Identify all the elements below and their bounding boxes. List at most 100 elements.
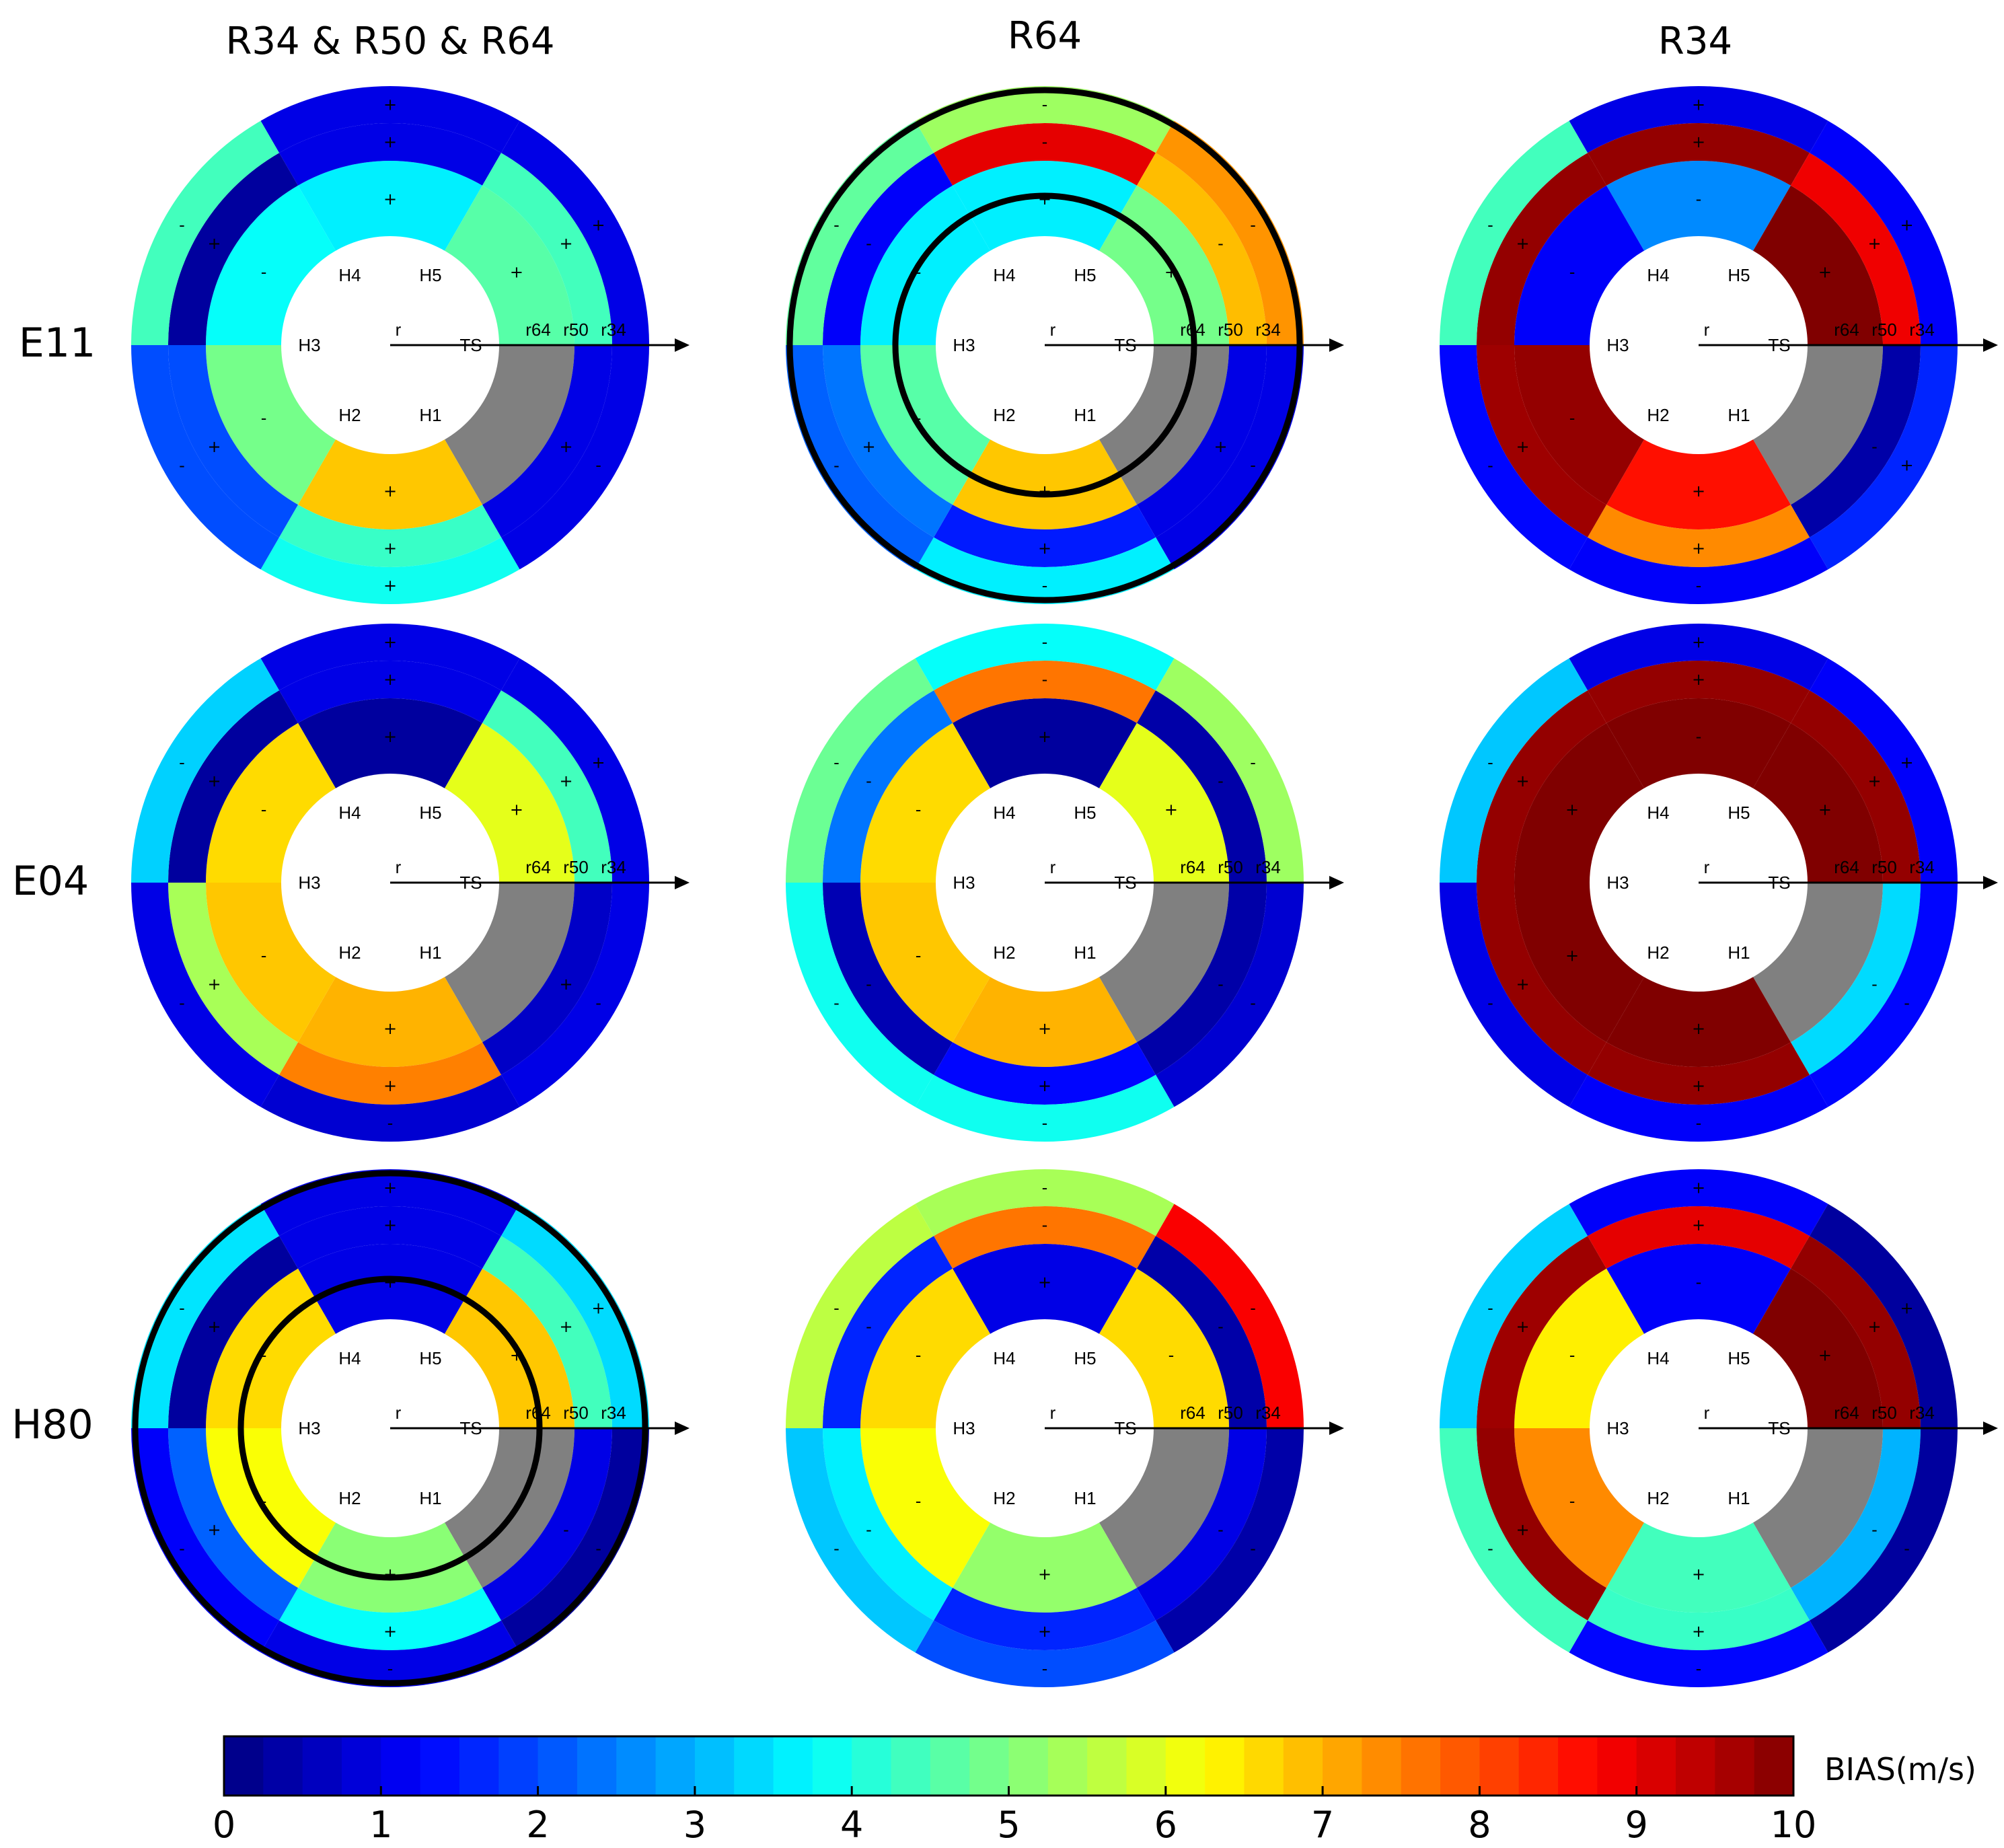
sector-label-H5: H5 <box>419 803 441 823</box>
segment-r50-H3 <box>823 1236 953 1428</box>
colorbar-block <box>302 1736 342 1796</box>
sign-r34-H2: - <box>833 994 840 1012</box>
sign-r50-TS: + <box>559 437 572 456</box>
colorbar-label: BIAS(m/s) <box>1824 1751 1976 1787</box>
sign-r34-TS: + <box>1900 456 1914 475</box>
sign-r34-H1: - <box>1696 577 1702 595</box>
sign-r34-H3: - <box>179 215 185 234</box>
colorbar-block <box>1558 1736 1598 1796</box>
segment-r64-TS <box>1752 883 1883 1043</box>
segment-r50-H2 <box>823 345 953 538</box>
sector-label-H2: H2 <box>338 405 361 425</box>
ring-label-r: r <box>396 1403 402 1423</box>
segment-r50-H5 <box>1137 153 1267 345</box>
segment-r64-H3 <box>860 1268 991 1428</box>
colorbar-block <box>1323 1736 1363 1796</box>
segment-r34-H3 <box>1440 1204 1588 1428</box>
colorbar-block <box>1165 1736 1205 1796</box>
segment-r34-TS <box>1810 883 1958 1107</box>
sign-r50-TS: - <box>1871 1520 1878 1539</box>
segment-r64-H5 <box>1752 185 1883 345</box>
segment-r34-H3 <box>786 1204 934 1428</box>
sign-r50-H5: + <box>559 1317 572 1336</box>
sign-r64-H4: + <box>383 1273 397 1292</box>
segment-r50-H2 <box>168 1428 298 1621</box>
sign-r64-H5: + <box>510 801 523 819</box>
segment-r34-H1 <box>1569 537 1828 605</box>
sign-r64-H4: - <box>1696 190 1702 209</box>
sign-r34-H5: + <box>1900 215 1914 234</box>
segment-r34-H3 <box>1440 120 1588 345</box>
segment-r64-H1 <box>1606 438 1791 529</box>
ring-label-r64: r64 <box>1834 320 1859 340</box>
sign-r50-H2: + <box>862 437 875 456</box>
sector-label-H5: H5 <box>419 1348 441 1368</box>
colorbar-tick-label: 10 <box>1771 1804 1817 1846</box>
sign-r34-H3: - <box>833 1298 840 1317</box>
segment-r64-H4 <box>1606 161 1791 252</box>
segment-r50-H4 <box>934 1206 1156 1269</box>
segment-r64-H2 <box>860 1428 991 1588</box>
segment-r50-H1 <box>934 505 1156 568</box>
sector-label-H3: H3 <box>953 335 975 355</box>
segment-r34-TS <box>1156 1428 1304 1653</box>
segment-r34-H2 <box>786 1428 934 1653</box>
segment-r50-H3 <box>168 153 298 345</box>
colorbar-block <box>1479 1736 1520 1796</box>
sign-r34-TS: - <box>595 456 601 475</box>
sector-label-H5: H5 <box>1728 1348 1750 1368</box>
sign-r34-H2: - <box>833 1539 840 1558</box>
ring-label-r34: r34 <box>601 857 626 877</box>
sign-r64-H3: - <box>916 1346 922 1365</box>
sign-r64-H3: - <box>261 263 267 282</box>
sign-r34-H4: + <box>1692 96 1705 114</box>
sign-r34-H5: - <box>1250 1298 1256 1317</box>
segment-r64-H5 <box>1752 723 1883 883</box>
sign-r50-H3: + <box>1516 1317 1529 1336</box>
segment-r64-H5 <box>1752 1268 1883 1428</box>
sign-r50-H5: + <box>1867 234 1881 253</box>
segment-r50-H1 <box>934 1042 1156 1105</box>
sign-r34-H2: - <box>1487 1539 1493 1558</box>
sign-r50-TS: - <box>1218 1520 1224 1539</box>
radial-axis-arrowhead <box>675 876 690 889</box>
ring-label-r34: r34 <box>1909 1403 1935 1423</box>
segment-r34-H1 <box>915 537 1175 605</box>
segment-r34-H4 <box>915 1169 1175 1236</box>
segment-r64-H3 <box>1514 185 1645 345</box>
sign-r34-TS: - <box>1250 1539 1256 1558</box>
colorbar-block <box>1715 1736 1755 1796</box>
colorbar-tick-label: 6 <box>1154 1804 1177 1846</box>
sector-label-H3: H3 <box>1606 1418 1629 1438</box>
colorbar-block <box>773 1736 813 1796</box>
segment-r64-TS <box>1752 345 1883 505</box>
sign-r64-H4: - <box>1696 727 1702 746</box>
ring-label-r: r <box>1050 857 1056 877</box>
colorbar-block <box>263 1736 303 1796</box>
sign-r34-H4: - <box>1042 633 1048 652</box>
segment-r64-H2 <box>860 883 991 1043</box>
segment-r34-H2 <box>1440 345 1588 570</box>
sign-r50-H3: - <box>866 1317 872 1336</box>
sign-r64-H5: - <box>1168 1346 1175 1365</box>
segment-r64-H3 <box>206 185 336 345</box>
segment-r64-H2 <box>1514 883 1645 1043</box>
sign-r64-H3: - <box>1569 1346 1575 1365</box>
sign-r34-H1: - <box>1696 1660 1702 1678</box>
segment-r50-H1 <box>1588 1042 1810 1105</box>
sign-r50-H5: - <box>1218 772 1224 790</box>
segment-r50-H3 <box>1477 1236 1606 1428</box>
sign-r34-H4: + <box>1692 1179 1705 1197</box>
sign-r34-H5: + <box>592 753 605 772</box>
segment-r50-H5 <box>1791 690 1921 883</box>
segment-r64-H4 <box>953 161 1137 252</box>
sign-r64-H3: - <box>916 263 922 282</box>
segment-r64-TS <box>1099 883 1229 1043</box>
segment-r64-H4 <box>298 698 482 790</box>
ring-label-r: r <box>396 320 402 340</box>
segment-r50-H4 <box>1588 660 1810 723</box>
colorbar-block <box>812 1736 852 1796</box>
sign-r64-H2: - <box>916 947 922 965</box>
